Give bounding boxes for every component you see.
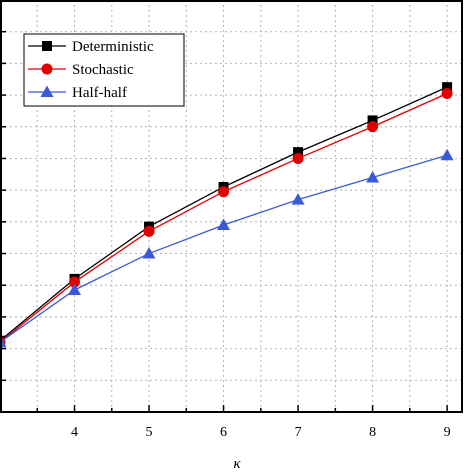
legend-label: Deterministic (72, 39, 154, 55)
data-point-triangle (440, 148, 454, 161)
data-point-circle (292, 152, 304, 164)
data-point-triangle (291, 193, 305, 205)
data-point-triangle (142, 247, 156, 259)
x-axis-label: κ (233, 456, 241, 472)
data-point-triangle (40, 85, 54, 97)
grid-lines (0, 0, 462, 412)
data-point-circle (441, 87, 453, 99)
data-point-square (442, 82, 453, 93)
tick-layer: 4 5 6 7 8 9 (71, 425, 451, 440)
series-triangle (0, 148, 454, 348)
legend: Deterministic Stochastic Half-half (23, 33, 185, 107)
axes (0, 0, 463, 413)
legend-label: Half-half (72, 85, 127, 101)
data-point-circle (143, 225, 155, 237)
data-point-square (293, 147, 304, 158)
x-tick-label: 8 (369, 425, 376, 440)
data-point-circle (69, 276, 81, 288)
x-tick-label: 7 (295, 425, 302, 440)
data-point-circle (367, 121, 379, 133)
data-point-triangle (68, 283, 82, 295)
x-tick-label: 9 (444, 425, 451, 440)
data-point-triangle (366, 170, 380, 183)
x-tick-label: 6 (220, 425, 227, 440)
series-layer (0, 82, 454, 348)
data-point-circle (41, 63, 53, 75)
x-tick-label: 4 (71, 425, 78, 440)
data-point-circle (218, 186, 230, 198)
x-tick-label: 5 (146, 425, 153, 440)
data-point-square (367, 115, 378, 126)
legend-label: Stochastic (72, 62, 134, 78)
data-point-triangle (217, 218, 231, 231)
plot-frame (0, 0, 463, 413)
data-point-square (42, 41, 52, 51)
